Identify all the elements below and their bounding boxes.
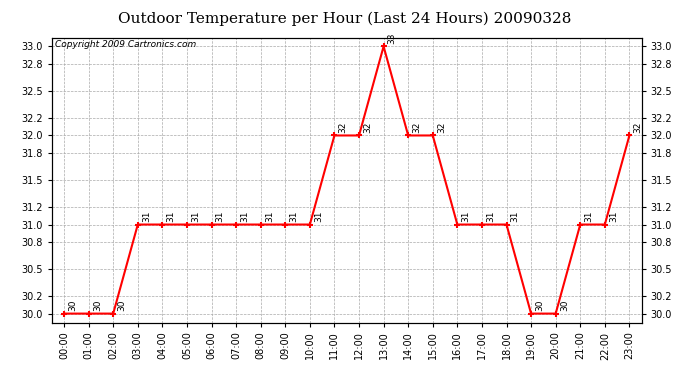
Text: Outdoor Temperature per Hour (Last 24 Hours) 20090328: Outdoor Temperature per Hour (Last 24 Ho… (118, 11, 572, 26)
Text: 32: 32 (363, 122, 372, 133)
Text: 31: 31 (191, 210, 200, 222)
Text: 30: 30 (535, 299, 544, 311)
Text: 31: 31 (314, 210, 323, 222)
Text: 31: 31 (265, 210, 274, 222)
Text: 30: 30 (117, 299, 126, 311)
Text: 31: 31 (289, 210, 299, 222)
Text: 31: 31 (486, 210, 495, 222)
Text: 31: 31 (240, 210, 249, 222)
Text: 32: 32 (633, 122, 642, 133)
Text: 31: 31 (511, 210, 520, 222)
Text: 31: 31 (609, 210, 618, 222)
Text: 32: 32 (437, 122, 446, 133)
Text: 31: 31 (142, 210, 151, 222)
Text: 31: 31 (216, 210, 225, 222)
Text: 31: 31 (584, 210, 593, 222)
Text: 31: 31 (166, 210, 175, 222)
Text: 33: 33 (388, 32, 397, 44)
Text: 31: 31 (462, 210, 471, 222)
Text: 32: 32 (339, 122, 348, 133)
Text: 30: 30 (68, 299, 77, 311)
Text: 30: 30 (92, 299, 102, 311)
Text: Copyright 2009 Cartronics.com: Copyright 2009 Cartronics.com (55, 40, 196, 50)
Text: 30: 30 (560, 299, 569, 311)
Text: 32: 32 (413, 122, 422, 133)
